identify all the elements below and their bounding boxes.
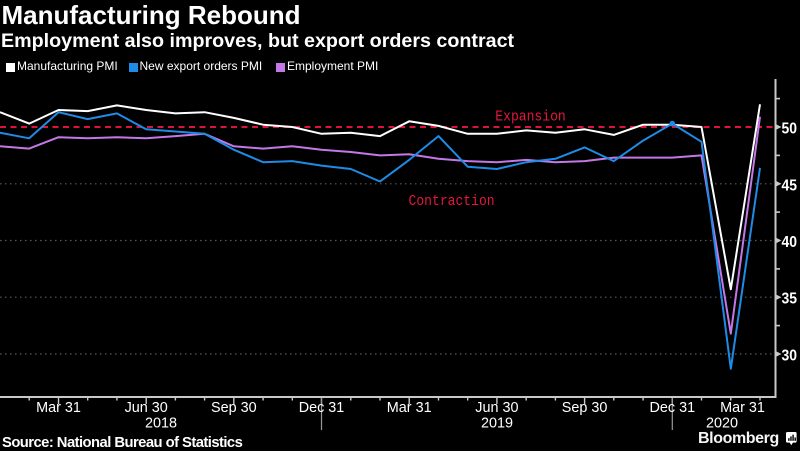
svg-text:2020: 2020 xyxy=(706,416,738,432)
svg-text:2019: 2019 xyxy=(481,416,513,432)
svg-text:Mar 31: Mar 31 xyxy=(36,400,81,416)
svg-text:Dec 31: Dec 31 xyxy=(299,400,345,416)
svg-text:Jun 30: Jun 30 xyxy=(475,400,518,416)
svg-text:40: 40 xyxy=(782,234,798,251)
svg-text:Mar 31: Mar 31 xyxy=(387,400,432,416)
svg-text:Mar 31: Mar 31 xyxy=(720,400,765,416)
svg-text:Sep 30: Sep 30 xyxy=(562,400,608,416)
svg-text:Jun 30: Jun 30 xyxy=(125,400,168,416)
svg-text:Contraction: Contraction xyxy=(409,193,495,210)
svg-text:Dec 31: Dec 31 xyxy=(649,400,695,416)
svg-text:50: 50 xyxy=(782,121,798,138)
svg-text:Expansion: Expansion xyxy=(495,109,565,126)
svg-text:Sep 30: Sep 30 xyxy=(211,400,257,416)
svg-text:2018: 2018 xyxy=(145,416,177,432)
svg-text:35: 35 xyxy=(782,291,798,308)
svg-text:30: 30 xyxy=(782,348,798,365)
svg-text:45: 45 xyxy=(782,177,798,194)
